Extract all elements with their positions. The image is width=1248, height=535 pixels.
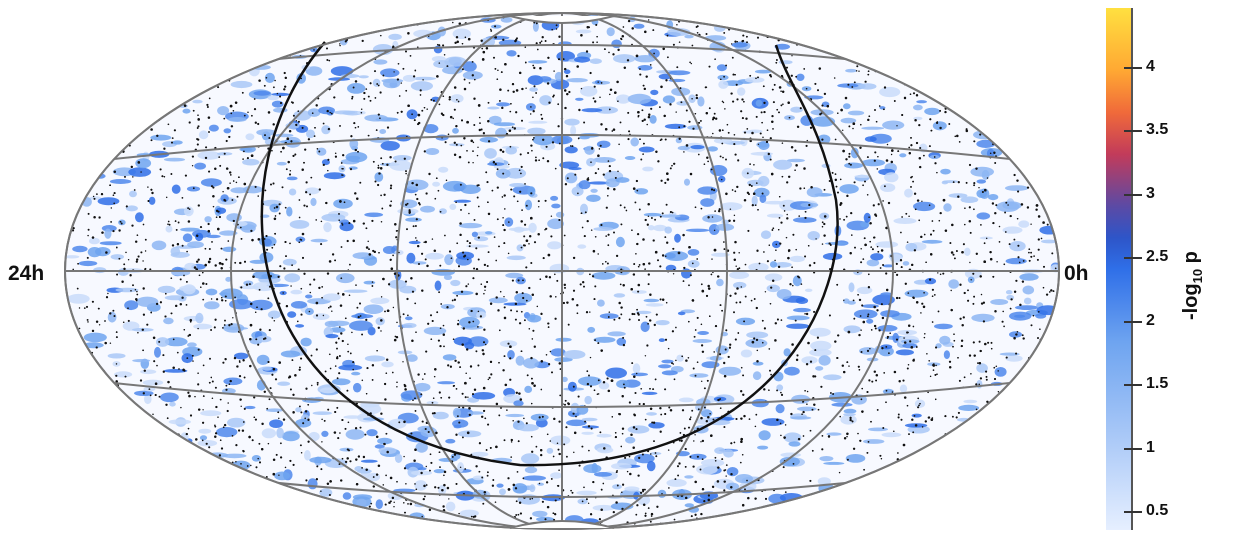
colorbar-tick-label: 1.5 [1146,375,1169,393]
colorbar-tick [1124,67,1142,69]
colorbar-tick-label: 3 [1146,184,1155,202]
colorbar-tick [1124,320,1142,323]
colorbar-tick-label: 0.5 [1146,502,1169,519]
colorbar-tick-label: 2.5 [1146,248,1169,266]
ra-label-left: 24h [8,262,45,285]
colorbar-tick [1124,447,1142,450]
coordinate-grid [65,13,1059,529]
north-pole-notch [509,15,615,24]
colorbar-tick-label: 2 [1146,311,1155,329]
meridian-ring-outer [230,13,894,529]
colorbar-axis [1131,8,1133,530]
ra-label-right: 0h [1064,262,1089,285]
meridian-ring-inner [396,13,728,529]
south-pole-notch [509,520,615,529]
colorbar-tick [1124,193,1142,196]
colorbar-tick-label: 3.5 [1146,121,1169,139]
galactic-plane-line [260,41,839,467]
colorbar-tick [1124,257,1142,260]
colorbar-title: -log10 p [1180,251,1205,320]
event-points [71,16,1057,525]
colorbar-tick [1124,511,1142,513]
colorbar-tick [1124,130,1142,133]
colorbar-tick-label: 1 [1146,438,1155,456]
parallel-north-2 [249,44,875,63]
parallel-north-1 [104,134,1020,161]
sky-map-border [64,12,1060,530]
parallel-south-2 [249,479,875,498]
colorbar-tick-label: 4 [1146,58,1155,75]
colorbar-tick [1124,384,1142,387]
colorbar-gradient [1106,8,1132,530]
sky-map [64,12,1060,530]
parallel-south-1 [104,381,1020,408]
